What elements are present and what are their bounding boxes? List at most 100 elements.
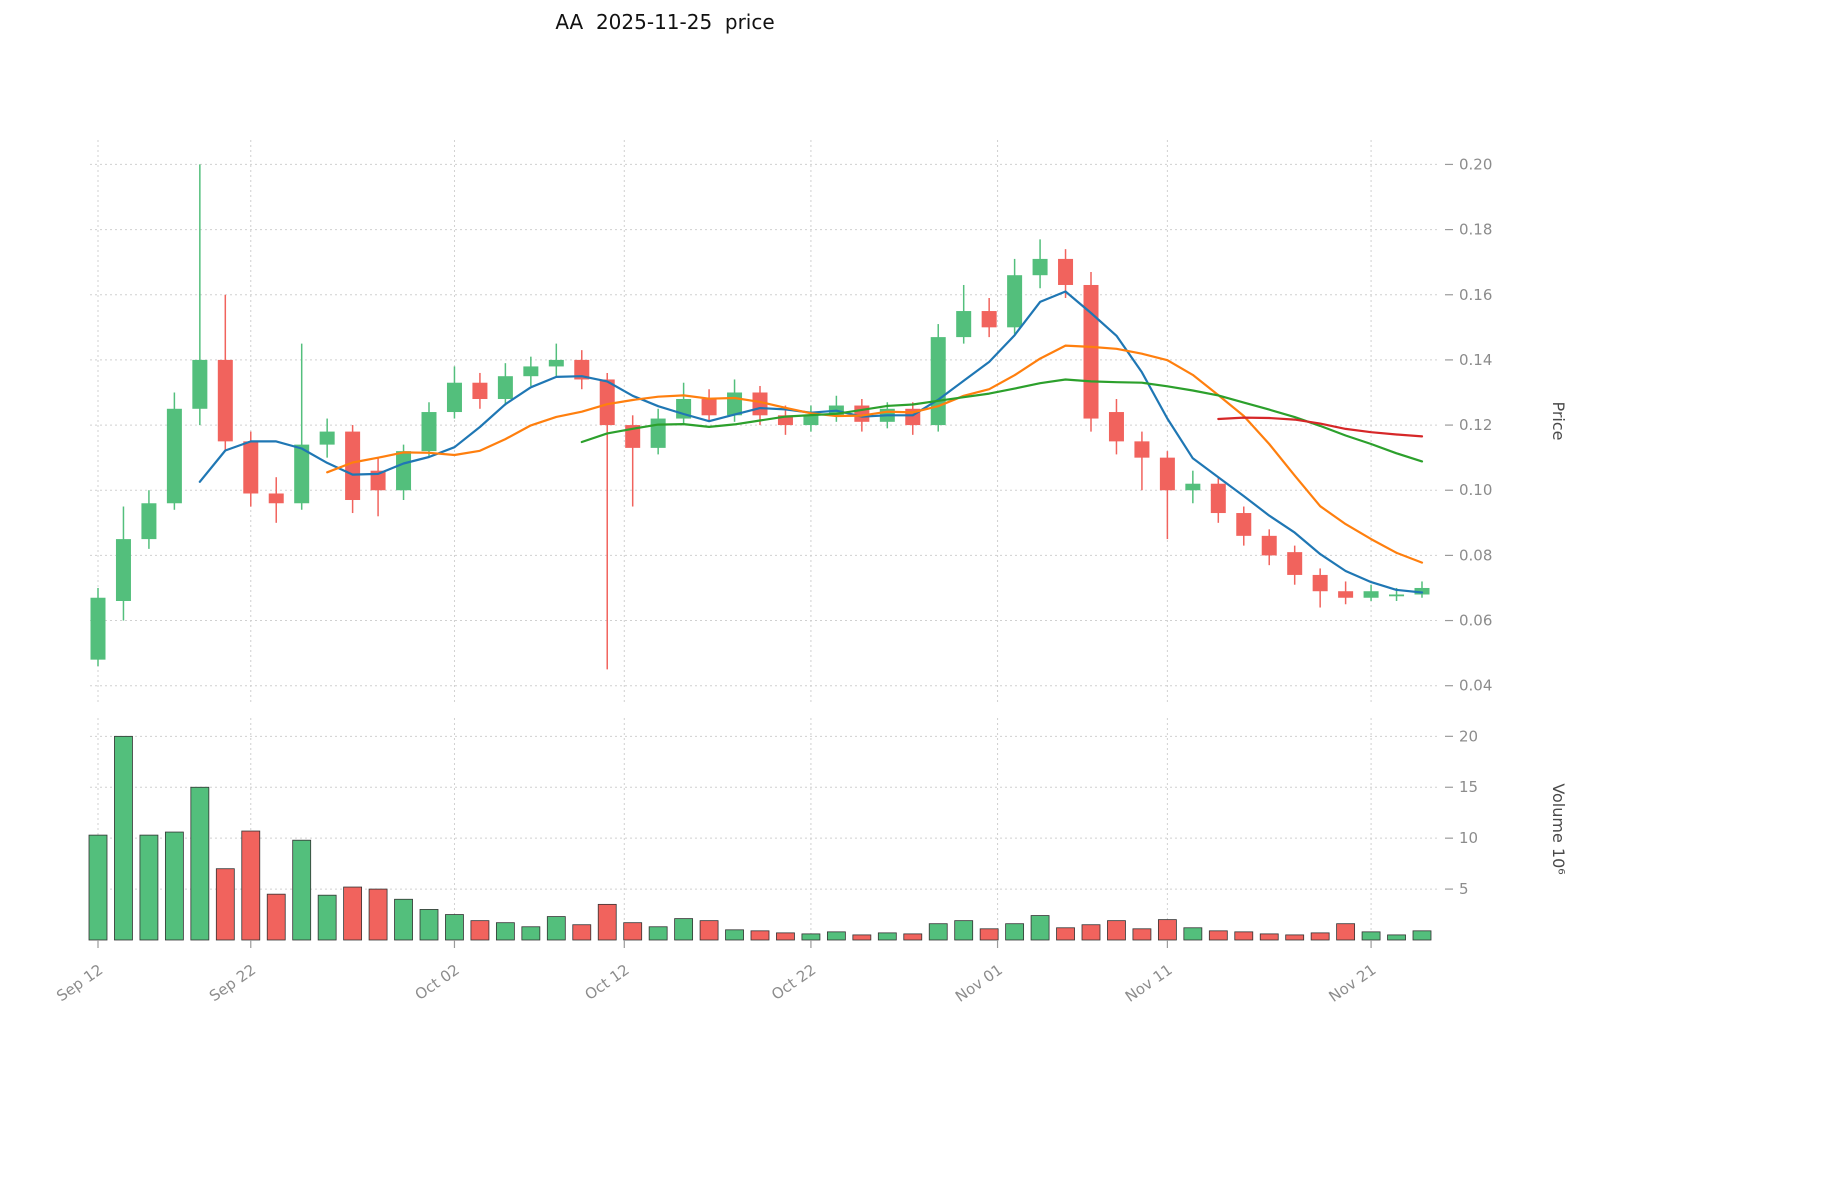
- volume-bar: [826, 931, 846, 941]
- candle-body: [1134, 441, 1150, 458]
- candle-body: [1007, 275, 1023, 328]
- volume-bar: [1208, 930, 1228, 941]
- volume-bar: [292, 839, 312, 941]
- candle-body: [803, 415, 819, 426]
- candle-body: [243, 441, 259, 494]
- volume-bar: [139, 834, 159, 941]
- candle-body: [599, 379, 615, 426]
- volume-bar: [1259, 933, 1279, 941]
- volume-bar: [521, 926, 541, 941]
- candle-body: [1210, 483, 1226, 514]
- volume-bar: [1361, 931, 1381, 941]
- candle-body: [1185, 483, 1201, 491]
- candle-body: [650, 418, 666, 448]
- volume-tick-label: 10: [1459, 829, 1478, 847]
- date-tick-label: Nov 11: [1122, 961, 1176, 1006]
- candle-body: [1058, 258, 1074, 285]
- candle-body: [1083, 284, 1099, 419]
- price-tick-label: 0.06: [1459, 612, 1492, 630]
- date-tick-label: Oct 02: [412, 961, 463, 1004]
- volume-bar: [317, 894, 337, 941]
- candle-body: [956, 311, 972, 338]
- volume-bar: [419, 909, 439, 941]
- volume-bar: [88, 834, 108, 941]
- volume-bar: [470, 920, 490, 941]
- candle-body: [345, 431, 361, 501]
- candle-body: [396, 451, 412, 491]
- gridlines: [90, 140, 1440, 940]
- candle-body: [1338, 591, 1354, 598]
- date-tick-label: Sep 22: [206, 961, 259, 1006]
- volume-bar: [725, 929, 744, 941]
- volume-bar: [215, 868, 235, 941]
- volume-bar: [1234, 931, 1254, 941]
- price-tick-label: 0.04: [1459, 677, 1492, 695]
- date-tick-label: Oct 12: [581, 961, 632, 1004]
- volume-bar: [495, 922, 515, 941]
- candle-body: [1236, 513, 1252, 536]
- candle-body: [421, 412, 437, 452]
- candle-body: [625, 425, 641, 448]
- candle-body: [1108, 412, 1124, 442]
- volume-bar: [801, 933, 821, 941]
- candle-body: [115, 539, 131, 602]
- volume-bar: [190, 786, 210, 941]
- volume-bar: [1132, 928, 1152, 941]
- volume-tick-label: 15: [1459, 778, 1478, 796]
- volume-bars: [88, 735, 1432, 941]
- candle-body: [446, 382, 462, 413]
- volume-bar: [266, 893, 286, 941]
- price-tick-label: 0.08: [1459, 546, 1492, 564]
- volume-bar: [1336, 923, 1356, 941]
- chart-title: AA 2025-11-25 price: [555, 10, 775, 34]
- candle-body: [268, 493, 284, 504]
- price-tick-label: 0.16: [1459, 286, 1492, 304]
- ma-45-line: [1217, 416, 1424, 438]
- candle-body: [1414, 587, 1430, 595]
- volume-bar: [1081, 924, 1101, 941]
- date-tick-label: Nov 01: [952, 961, 1006, 1006]
- candle-body: [727, 392, 743, 416]
- volume-axis-label: Volume 10⁶: [1549, 783, 1568, 874]
- volume-bar: [1030, 915, 1050, 941]
- volume-bar: [776, 932, 795, 941]
- moving-average-lines: [198, 290, 1424, 594]
- candle-body: [981, 311, 997, 328]
- candle-body: [777, 415, 793, 426]
- candle-body: [294, 444, 310, 504]
- volume-bar: [1412, 930, 1432, 941]
- candle-body: [370, 470, 386, 491]
- volume-bar: [164, 831, 184, 941]
- volume-bar: [648, 926, 668, 941]
- price-tick-label: 0.20: [1459, 155, 1492, 173]
- volume-bar: [241, 830, 261, 941]
- volume-bar: [1107, 920, 1126, 941]
- candle-body: [497, 376, 513, 400]
- candle-body: [574, 359, 590, 380]
- volume-bar: [877, 932, 897, 941]
- price-tick-label: 0.18: [1459, 221, 1492, 239]
- price-tick-label: 0.14: [1459, 351, 1492, 369]
- volume-bar: [674, 918, 694, 941]
- date-tick-label: Oct 22: [768, 961, 819, 1004]
- volume-bar: [852, 934, 872, 941]
- volume-bar: [368, 888, 388, 941]
- candle-body: [192, 359, 208, 409]
- candle-body: [1261, 535, 1277, 556]
- volume-bar: [1387, 934, 1406, 941]
- volume-bar: [979, 928, 999, 941]
- volume-bar: [546, 916, 566, 941]
- candle-body: [141, 503, 157, 540]
- volume-bar: [343, 886, 363, 941]
- volume-bar: [699, 920, 719, 941]
- candles: [90, 164, 1430, 670]
- volume-tick-label: 20: [1459, 727, 1478, 745]
- volume-bar: [623, 922, 643, 941]
- candle-body: [166, 408, 182, 504]
- volume-bar: [928, 923, 948, 941]
- volume-bar: [114, 735, 133, 941]
- ma-10-line: [326, 344, 1424, 564]
- candle-body: [472, 382, 488, 400]
- candle-body: [90, 597, 106, 660]
